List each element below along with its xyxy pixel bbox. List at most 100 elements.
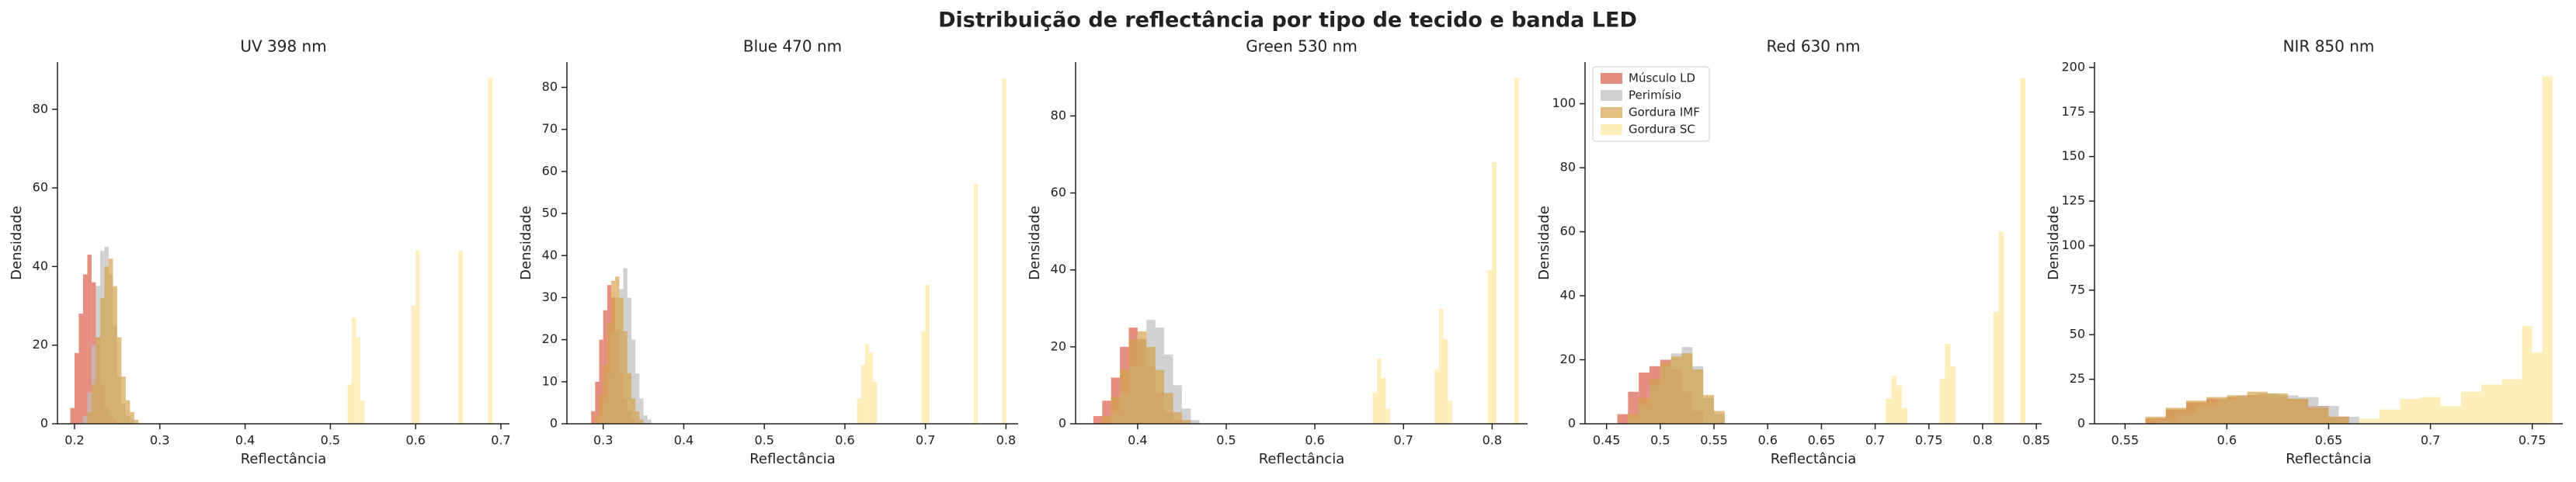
x-tick-label: 0.7 — [2421, 433, 2440, 448]
histogram-bar — [91, 384, 96, 424]
histogram-bar — [2145, 416, 2166, 424]
histogram-bar — [488, 78, 493, 425]
x-tick-label: 0.5 — [321, 433, 340, 448]
histogram-bar — [1902, 407, 1908, 424]
histogram-bar — [2400, 398, 2421, 424]
histogram-bar — [1950, 366, 1956, 424]
subplot: Red 630 nm Reflectância Densidade 0 20 40 60 80… — [1536, 37, 2050, 468]
y-tick-label: 0 — [1568, 416, 1576, 431]
legend-swatch — [1601, 107, 1622, 118]
x-tick-label: 0.7 — [916, 433, 935, 448]
histogram-bar — [1181, 408, 1191, 424]
histogram-bar — [121, 376, 126, 424]
histogram-bar — [1998, 231, 2004, 424]
y-axis-label: Densidade — [2046, 206, 2062, 280]
histogram-bar — [607, 322, 612, 424]
x-tick-label: 0.5 — [1216, 433, 1236, 448]
x-tick-label: 0.3 — [150, 433, 169, 448]
histogram-bar — [2420, 397, 2441, 424]
histogram-bar — [99, 297, 105, 424]
x-tick-label: 0.6 — [835, 433, 854, 448]
y-tick-label: 40 — [542, 248, 558, 262]
histogram-bar — [1438, 308, 1444, 424]
histogram-bar — [873, 381, 878, 424]
histogram-bar — [2501, 379, 2522, 424]
histogram-bar — [627, 297, 631, 424]
histogram-bar — [2165, 407, 2186, 424]
x-tick-label: 0.55 — [1700, 433, 1728, 448]
histogram-bar — [631, 339, 636, 424]
legend: Músculo LD Perimísio Gordura IMF Gordura SC — [1592, 66, 1710, 142]
histogram-bar — [643, 415, 648, 424]
histogram-bar — [1617, 414, 1629, 424]
histogram-bar — [860, 365, 865, 424]
histogram-bar — [921, 331, 926, 424]
legend-swatch — [1601, 124, 1622, 135]
histogram-bar — [2227, 395, 2247, 424]
histogram-bar — [595, 415, 600, 424]
histogram-bar — [108, 258, 113, 424]
histogram-bar — [603, 365, 607, 424]
subplot-title: NIR 850 nm — [2283, 37, 2375, 56]
y-tick-label: 60 — [1560, 224, 1576, 238]
histogram-bar — [864, 344, 870, 424]
histogram-bar — [973, 184, 979, 425]
histogram-bar — [74, 352, 79, 424]
legend-label: Gordura SC — [1629, 123, 1695, 137]
histogram-bar — [1137, 331, 1147, 424]
histogram-bar — [2185, 401, 2207, 424]
y-tick-label: 60 — [1051, 185, 1066, 199]
x-tick-label: 0.65 — [1808, 433, 1836, 448]
x-tick-label: 0.7 — [1865, 433, 1885, 448]
x-tick-label: 0.4 — [674, 433, 694, 448]
legend-frame — [1592, 66, 1710, 142]
legend-label: Gordura IMF — [1629, 106, 1700, 120]
figure-title: Distribuição de reflectância por tipo de… — [938, 9, 1637, 33]
y-tick-label: 80 — [33, 101, 48, 116]
y-tick-label: 80 — [1560, 160, 1576, 175]
y-tick-label: 75 — [2070, 282, 2085, 296]
histogram-bar — [1628, 414, 1639, 424]
histogram-bar — [1120, 369, 1129, 424]
y-tick-label: 20 — [1560, 352, 1576, 366]
histogram-bar — [639, 398, 644, 424]
histogram-bar — [82, 415, 88, 424]
histogram-bar — [1191, 420, 1200, 424]
histogram-bar — [1173, 412, 1182, 424]
legend-swatch — [1601, 90, 1622, 101]
y-axis-label: Densidade — [9, 206, 25, 280]
x-tick-label: 0.8 — [996, 433, 1016, 448]
histogram-bar — [1146, 346, 1156, 424]
histogram-bar — [134, 419, 139, 424]
y-tick-label: 175 — [2061, 104, 2085, 119]
x-tick-label: 0.8 — [1973, 433, 1992, 448]
histogram-bar — [87, 255, 92, 424]
histogram-bar — [1372, 393, 1377, 424]
histogram-bar — [1993, 311, 1999, 424]
histogram-bar — [615, 276, 620, 424]
histogram-bar — [2206, 397, 2227, 424]
histogram-bar — [1181, 420, 1191, 424]
histogram-bar — [87, 411, 92, 424]
legend-swatch — [1601, 73, 1622, 84]
histogram-bar — [78, 314, 83, 424]
histogram-bar — [925, 285, 930, 424]
histogram-bar — [2542, 76, 2553, 424]
x-tick-label: 0.4 — [1128, 433, 1147, 448]
y-axis-label: Densidade — [1536, 206, 1552, 280]
histogram-bar — [635, 411, 640, 424]
y-tick-label: 150 — [2061, 148, 2085, 163]
legend-label: Músculo LD — [1629, 71, 1695, 85]
histogram-bar — [639, 419, 644, 424]
histogram-bar — [125, 400, 130, 424]
histogram-bar — [347, 384, 352, 424]
histogram-bar — [2247, 391, 2268, 424]
y-tick-label: 10 — [542, 373, 558, 388]
histogram-bar — [2020, 78, 2026, 424]
histogram-bar — [599, 339, 603, 424]
histogram-bar — [113, 286, 117, 424]
y-tick-label: 30 — [542, 290, 558, 304]
x-tick-label: 0.5 — [1650, 433, 1670, 448]
histogram-bar — [1886, 398, 1892, 424]
